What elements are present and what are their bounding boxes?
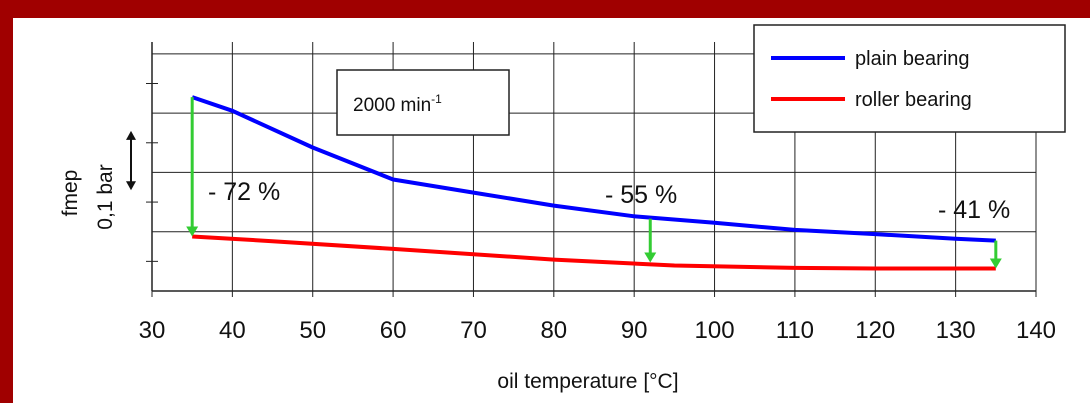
x-tick-label: 130 [936, 317, 976, 344]
scale-bar-head-top [126, 130, 136, 140]
reduction-arrow-head [186, 226, 199, 237]
rpm-annotation-value: 2000 min [353, 95, 431, 116]
legend-label-roller-bearing: roller bearing [855, 89, 972, 111]
reduction-label: - 72 % [208, 178, 280, 206]
reduction-arrows [186, 97, 1002, 269]
x-tick-label: 90 [621, 317, 648, 344]
x-tick-label: 110 [776, 317, 814, 344]
legend-label-plain-bearing: plain bearing [855, 48, 970, 70]
reduction-label: - 41 % [938, 196, 1010, 224]
x-tick-label: 80 [540, 317, 567, 344]
x-tick-label: 70 [460, 317, 487, 344]
x-tick-label: 100 [695, 317, 735, 344]
series-lines [191, 95, 996, 271]
reduction-arrow-head [989, 258, 1002, 269]
x-tick-label: 120 [855, 317, 895, 344]
x-tick-labels: 30 40 50 60 70 80 90 100 110 120 130 140 [139, 291, 1056, 344]
frame-top-border [0, 0, 1090, 18]
legend: plain bearing roller bearing [753, 24, 1066, 133]
x-tick-label: 50 [299, 317, 326, 344]
scale-bar-label: 0,1 bar [94, 164, 117, 229]
rpm-annotation-box: 2000 min-1 [336, 69, 510, 136]
reduction-labels: - 72 % - 55 % - 41 % [208, 178, 1010, 224]
x-tick-label: 40 [219, 317, 246, 344]
series-line-roller-bearing [192, 234, 996, 271]
reduction-arrow-head [644, 252, 657, 263]
frame-left-border [0, 0, 13, 403]
rpm-annotation-text: 2000 min-1 [353, 92, 442, 116]
reduction-label: - 55 % [605, 181, 677, 209]
scale-bar-arrow [126, 130, 136, 191]
x-tick-label: 140 [1016, 317, 1056, 344]
x-axis-label: oil temperature [°C] [497, 370, 678, 393]
rpm-annotation-superscript: -1 [431, 92, 442, 106]
x-tick-label: 60 [380, 317, 407, 344]
x-tick-label: 30 [139, 317, 166, 344]
y-axis-label: fmep [59, 170, 82, 217]
scale-bar-head-bottom [126, 181, 136, 191]
series-line-plain-bearing [191, 95, 996, 243]
